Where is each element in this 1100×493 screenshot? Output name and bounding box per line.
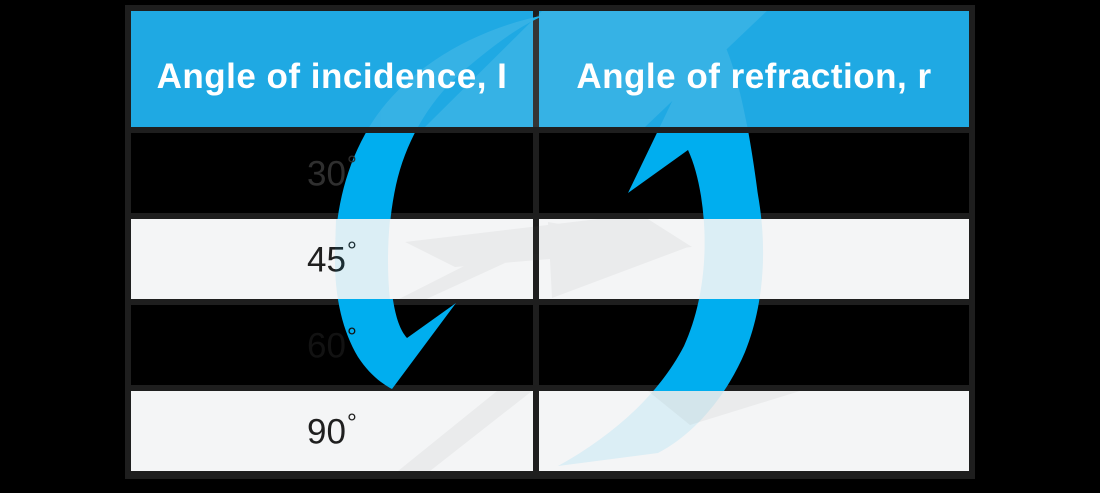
column-header-incidence: Angle of incidence, I: [131, 11, 533, 127]
degree-symbol: °: [346, 237, 357, 266]
column-header-refraction-label: Angle of refraction, r: [576, 57, 932, 96]
cell-incidence-row-2: 45°: [131, 219, 533, 299]
incidence-value: 90°: [306, 409, 357, 452]
degree-symbol: °: [346, 323, 357, 352]
cell-incidence-row-1: 30°: [131, 133, 533, 213]
column-header-refraction: Angle of refraction, r: [539, 11, 969, 127]
incidence-value: 45°: [306, 237, 357, 280]
degree-symbol: °: [346, 151, 357, 180]
cell-incidence-row-4: 90°: [131, 391, 533, 471]
cell-refraction-row-1: [539, 133, 969, 213]
cell-refraction-row-4: [539, 391, 969, 471]
cell-refraction-row-3: [539, 305, 969, 385]
column-header-incidence-label: Angle of incidence, I: [156, 57, 508, 96]
incidence-value: 60°: [306, 323, 357, 366]
degree-symbol: °: [346, 409, 357, 438]
incidence-value: 30°: [306, 151, 357, 194]
cell-incidence-row-3: 60°: [131, 305, 533, 385]
cell-refraction-row-2: [539, 219, 969, 299]
